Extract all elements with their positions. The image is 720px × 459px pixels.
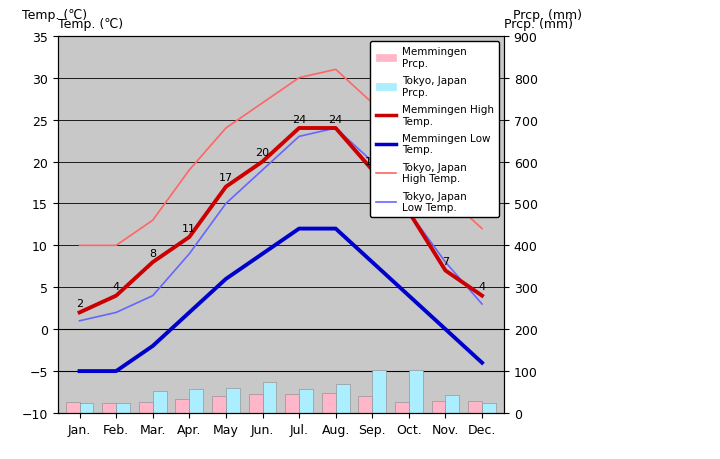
Legend: Memmingen
Prcp., Tokyo, Japan
Prcp., Memmingen High
Temp., Memmingen Low
Temp., : Memmingen Prcp., Tokyo, Japan Prcp., Mem…: [370, 42, 499, 218]
Bar: [226, 388, 240, 413]
Bar: [299, 389, 313, 413]
Bar: [431, 401, 446, 413]
Bar: [153, 391, 166, 413]
Text: 14: 14: [402, 198, 416, 208]
Bar: [116, 403, 130, 413]
Bar: [395, 402, 409, 413]
Bar: [336, 384, 350, 413]
Bar: [66, 402, 79, 413]
Text: 17: 17: [219, 173, 233, 183]
Bar: [372, 370, 386, 413]
Bar: [446, 396, 459, 413]
Text: Prcp. (mm): Prcp. (mm): [513, 9, 582, 22]
Bar: [359, 397, 372, 413]
Bar: [79, 403, 94, 413]
Text: 11: 11: [182, 223, 197, 233]
Bar: [176, 399, 189, 413]
Bar: [322, 392, 336, 413]
Text: 20: 20: [256, 148, 269, 158]
Text: 4: 4: [112, 282, 120, 292]
Text: 2: 2: [76, 298, 83, 308]
Text: 8: 8: [149, 248, 156, 258]
Text: Prcp. (mm): Prcp. (mm): [504, 18, 573, 31]
Text: Temp. (℃): Temp. (℃): [58, 18, 122, 31]
Bar: [102, 403, 116, 413]
Text: Temp. (℃): Temp. (℃): [22, 9, 87, 22]
Bar: [285, 395, 299, 413]
Text: 19: 19: [365, 157, 379, 166]
Text: 4: 4: [479, 282, 485, 292]
Bar: [482, 403, 496, 413]
Bar: [468, 401, 482, 413]
Text: 24: 24: [328, 115, 343, 124]
Bar: [189, 389, 203, 413]
Bar: [212, 397, 226, 413]
Bar: [139, 402, 153, 413]
Bar: [263, 382, 276, 413]
Text: 24: 24: [292, 115, 306, 124]
Bar: [248, 395, 263, 413]
Bar: [409, 370, 423, 413]
Text: 7: 7: [442, 257, 449, 267]
